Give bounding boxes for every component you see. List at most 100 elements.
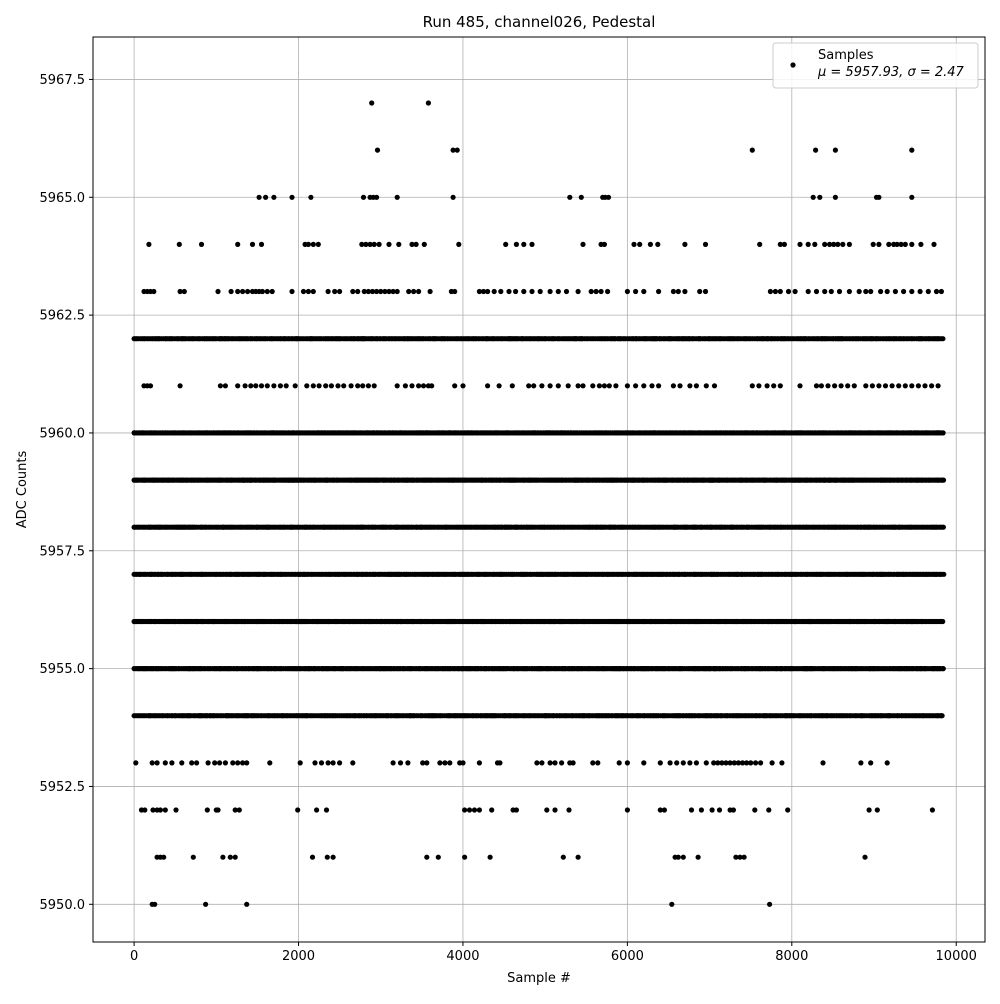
data-point <box>178 383 183 388</box>
data-point <box>355 383 360 388</box>
data-point <box>773 289 778 294</box>
data-point <box>396 242 401 247</box>
data-point <box>885 289 890 294</box>
data-point <box>452 383 457 388</box>
data-point <box>811 195 816 200</box>
data-point <box>703 242 708 247</box>
data-point <box>883 383 888 388</box>
data-point <box>341 383 346 388</box>
data-point <box>625 760 630 765</box>
data-point <box>142 807 147 812</box>
data-point <box>825 383 830 388</box>
data-point <box>689 807 694 812</box>
data-point <box>822 289 827 294</box>
data-point <box>424 855 429 860</box>
data-point <box>411 289 416 294</box>
data-point <box>870 383 875 388</box>
data-point <box>460 383 465 388</box>
data-point <box>606 195 611 200</box>
data-point <box>538 289 543 294</box>
data-point <box>548 289 553 294</box>
data-point <box>529 242 534 247</box>
data-point <box>331 760 336 765</box>
data-point <box>506 289 511 294</box>
data-point <box>868 760 873 765</box>
data-point <box>259 383 264 388</box>
data-point <box>218 383 223 388</box>
data-point <box>163 760 168 765</box>
data-point <box>377 242 382 247</box>
data-point <box>687 760 692 765</box>
data-point <box>797 383 802 388</box>
data-point <box>374 195 379 200</box>
data-point <box>151 289 156 294</box>
data-point <box>350 760 355 765</box>
data-point <box>556 383 561 388</box>
data-point <box>812 242 817 247</box>
data-point <box>840 242 845 247</box>
data-point <box>497 760 502 765</box>
data-point <box>314 807 319 812</box>
data-point <box>936 383 941 388</box>
data-point <box>885 760 890 765</box>
data-point <box>416 289 421 294</box>
data-point <box>682 289 687 294</box>
data-point <box>424 760 429 765</box>
data-point <box>829 289 834 294</box>
data-point <box>223 760 228 765</box>
data-point <box>717 807 722 812</box>
data-point <box>513 289 518 294</box>
data-point <box>248 383 253 388</box>
data-point <box>786 289 791 294</box>
data-point <box>931 242 936 247</box>
data-point <box>566 807 571 812</box>
data-point <box>633 289 638 294</box>
data-point <box>918 289 923 294</box>
data-point <box>694 383 699 388</box>
data-point <box>909 289 914 294</box>
data-point <box>576 383 581 388</box>
data-point <box>559 760 564 765</box>
data-point <box>806 289 811 294</box>
data-point <box>766 807 771 812</box>
data-point <box>820 760 825 765</box>
data-point <box>922 383 927 388</box>
data-point <box>567 195 572 200</box>
data-point <box>182 289 187 294</box>
data-point <box>750 383 755 388</box>
data-point <box>631 242 636 247</box>
data-point <box>940 619 945 624</box>
data-point <box>576 289 581 294</box>
data-point <box>295 807 300 812</box>
data-point <box>422 242 427 247</box>
data-point <box>909 148 914 153</box>
data-point <box>189 760 194 765</box>
data-point <box>360 383 365 388</box>
data-point <box>539 383 544 388</box>
data-point <box>852 383 857 388</box>
data-point <box>253 383 258 388</box>
data-point <box>497 383 502 388</box>
data-point <box>489 807 494 812</box>
data-point <box>199 242 204 247</box>
data-point <box>613 383 618 388</box>
data-point <box>235 383 240 388</box>
data-point <box>863 383 868 388</box>
data-point <box>472 807 477 812</box>
data-point <box>832 383 837 388</box>
data-point <box>590 760 595 765</box>
data-point <box>890 383 895 388</box>
data-point <box>710 807 715 812</box>
data-point <box>768 289 773 294</box>
data-point <box>375 148 380 153</box>
data-point <box>671 289 676 294</box>
data-point <box>934 289 939 294</box>
data-point <box>510 383 515 388</box>
data-point <box>437 760 442 765</box>
data-point <box>233 855 238 860</box>
data-point <box>580 242 585 247</box>
data-point <box>633 383 638 388</box>
data-point <box>335 383 340 388</box>
data-point <box>782 242 787 247</box>
data-point <box>785 807 790 812</box>
